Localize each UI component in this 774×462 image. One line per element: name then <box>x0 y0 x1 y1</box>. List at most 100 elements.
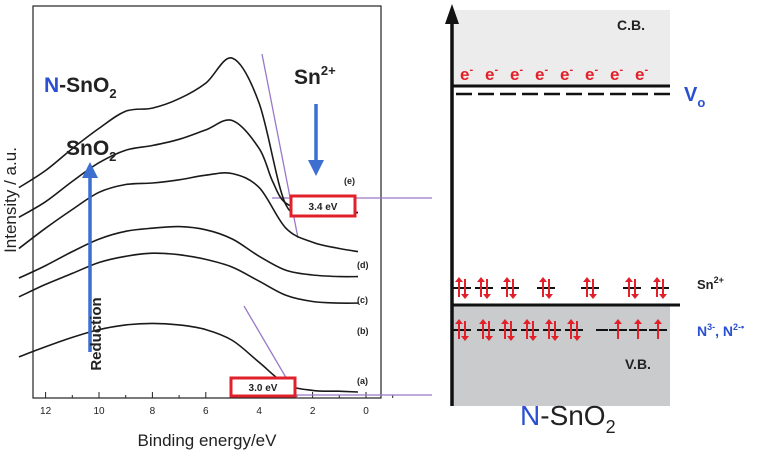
sn-state-6-up-head <box>653 277 661 282</box>
annotation-n-base: SnO <box>66 74 109 97</box>
n-paired-state-0-down-head <box>461 336 469 341</box>
reduction-arrow-head <box>82 162 98 178</box>
electron-sup: - <box>469 64 473 76</box>
sn-state-2-down-head <box>509 294 517 299</box>
curve-label-d: (d) <box>357 260 369 270</box>
cb-label: C.B. <box>617 17 645 33</box>
x-axis-tick-labels: 12 10 8 6 4 2 0 <box>40 406 369 417</box>
nitrogen-level-label: N3-, N2-• <box>697 322 744 339</box>
x-tick-label-4: 4 <box>256 406 262 417</box>
vo-label: Vo <box>684 84 705 110</box>
y-axis-label: Intensity / a.u. <box>1 147 20 253</box>
electron-sup: - <box>494 64 498 76</box>
sn-state-4-down-head <box>589 294 597 299</box>
x-tick-label-0: 12 <box>40 406 52 417</box>
n-unpaired-state-2-up-head <box>654 319 662 324</box>
n-paired-state-5-down-head <box>573 336 581 341</box>
spectrum-line-2 <box>18 225 359 279</box>
title-sub: 2 <box>606 417 616 437</box>
n-separator: , <box>715 323 723 339</box>
vo-base: V <box>684 84 698 106</box>
band-diagram-panel: e-e-e-e-e-e-e-e- C.B. V.B. Vo Sn2+ N3-, … <box>445 4 744 437</box>
sn-state-1-down-head <box>483 294 491 299</box>
spectrum-line-0 <box>18 322 359 393</box>
n-paired-state-5-up-head <box>567 319 575 324</box>
x-tick-label-2: 8 <box>150 406 156 417</box>
electron-sup: - <box>544 64 548 76</box>
sn-state-3-up-head <box>539 277 547 282</box>
electron-3: e- <box>535 64 548 84</box>
annotation-sn2-sup: 2+ <box>321 63 336 78</box>
annotation-n-sub: 2 <box>109 86 116 101</box>
plot-frame <box>32 5 382 399</box>
sn-state-6-down-head <box>659 294 667 299</box>
annotation-sno2-base: SnO <box>66 137 109 160</box>
electron-4: e- <box>560 64 573 84</box>
x-tick-label-6: 0 <box>363 406 369 417</box>
electron-7: e- <box>635 64 648 84</box>
sn-state-0-down-head <box>461 294 469 299</box>
x-tick-label-1: 10 <box>93 406 105 417</box>
curve-label-e: (e) <box>344 176 355 186</box>
annotation-sno2-sub: 2 <box>109 149 116 164</box>
xps-spectra-panel: 12 10 8 6 4 2 0 Binding energy/eV Intensity / … <box>1 5 432 450</box>
x-axis-label: Binding energy/eV <box>138 431 278 450</box>
electron-base: e <box>510 65 519 84</box>
n-paired-state-2-up-head <box>501 319 509 324</box>
n2-sup: 2-• <box>733 322 744 332</box>
n3-base: N <box>697 323 707 339</box>
sn-state-5-down-head <box>631 294 639 299</box>
title-dash: - <box>540 400 549 431</box>
annotation-n-sno2: N-SnO2 <box>44 74 117 101</box>
vb-label: V.B. <box>625 356 651 372</box>
electron-base: e <box>460 65 469 84</box>
annotation-sno2: SnO2 <box>66 137 116 164</box>
sn2-arrow-head <box>308 160 324 176</box>
electron-base: e <box>585 65 594 84</box>
conduction-band-region <box>452 10 670 86</box>
n-paired-state-4-up-head <box>545 319 553 324</box>
sn-state-0-up-head <box>455 277 463 282</box>
n-paired-state-1-down-head <box>485 336 493 341</box>
sn2-level-base: Sn <box>697 277 714 292</box>
gap-box-a <box>229 376 297 398</box>
sn-state-4-up-head <box>583 277 591 282</box>
electron-row: e-e-e-e-e-e-e-e- <box>460 64 648 84</box>
gap-box-e <box>289 194 357 218</box>
n-paired-state-3-down-head <box>529 336 537 341</box>
spectra-lines <box>18 57 359 393</box>
n2-base: N <box>723 323 733 339</box>
annotation-sn2: Sn2+ <box>294 63 336 89</box>
electron-2: e- <box>510 64 523 84</box>
energy-axis-arrowhead <box>445 4 459 24</box>
electron-sup: - <box>619 64 623 76</box>
diagram-title: N-SnO2 <box>520 400 616 437</box>
spectrum-line-1 <box>18 252 359 304</box>
title-prefix: N <box>520 400 540 431</box>
electron-base: e <box>610 65 619 84</box>
curve-label-a: (a) <box>357 376 368 386</box>
n-paired-state-1-up-head <box>479 319 487 324</box>
reduction-label: Reduction <box>88 297 105 370</box>
n-unpaired-state-0-up-head <box>614 319 622 324</box>
annotation-n-prefix: N <box>44 74 59 97</box>
title-base: SnO <box>550 400 606 431</box>
curve-label-c: (c) <box>357 295 368 305</box>
curve-label-b: (b) <box>357 326 369 336</box>
x-tick-label-3: 6 <box>203 406 209 417</box>
sn2-level-sup: 2+ <box>714 275 724 285</box>
gap-value-a: 3.0 eV <box>249 383 278 394</box>
electron-6: e- <box>610 64 623 84</box>
electron-sup: - <box>519 64 523 76</box>
sn-state-5-up-head <box>625 277 633 282</box>
electron-base: e <box>535 65 544 84</box>
n-paired-state-4-down-head <box>551 336 559 341</box>
n-unpaired-state-1-up-head <box>634 319 642 324</box>
electron-base: e <box>560 65 569 84</box>
electron-base: e <box>485 65 494 84</box>
electron-sup: - <box>594 64 598 76</box>
vo-sub: o <box>697 95 705 110</box>
electron-0: e- <box>460 64 473 84</box>
